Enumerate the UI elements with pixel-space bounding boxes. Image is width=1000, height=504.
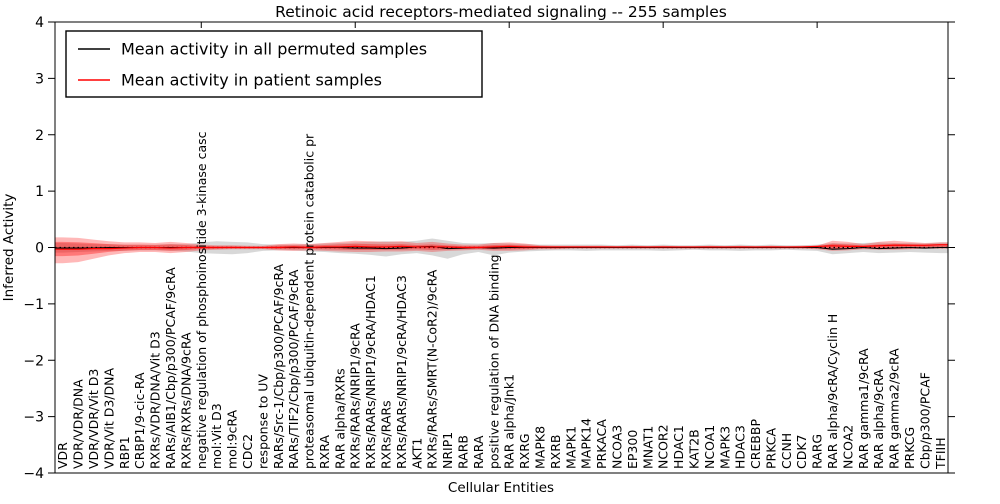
x-tick-label: RXRs/RARs/NRIP1/9cRA/HDAC3 [394,275,409,469]
x-tick-label: PRKCG [902,427,917,469]
x-tick-label: MAPK1 [563,426,578,469]
x-tick-label: NCOA1 [702,425,717,469]
x-tick-label: HDAC3 [733,425,748,469]
y-tick-label: −1 [23,297,44,313]
x-tick-label: RXRs/RARs [379,400,394,469]
x-tick-label: CDC2 [240,434,255,469]
data-lines [55,244,948,250]
y-tick-label: 4 [35,15,44,31]
legend-label-patient: Mean activity in patient samples [121,71,382,90]
x-tick-label: RARs/TIF2/Cbp/p300/PCAF/9cRA [286,269,301,469]
x-tick-label: RAR alpha/RXRs [332,368,347,469]
x-tick-label: RXRs/RXRs/DNA/9cRA [178,332,193,469]
x-tick-label: RAR gamma2/9cRA [887,348,902,469]
x-tick-label: RARs/Src-1/Cbp/p300/PCAF/9cRA [271,263,286,469]
legend: Mean activity in all permuted samples Me… [65,30,483,98]
legend-label-permuted: Mean activity in all permuted samples [121,40,427,59]
x-tick-label: RXRs/RARs/NRIP1/9cRA [348,323,363,469]
y-tick-label: 1 [35,184,44,200]
x-tick-label: positive regulation of DNA binding [486,254,501,469]
chart-title: Retinoic acid receptors-mediated signali… [275,3,727,21]
x-tick-label: Cbp/p300/PCAF [917,372,932,469]
x-tick-label: VDR/VDR/Vit D3 [86,369,101,469]
y-tick-label: −4 [23,466,44,482]
x-axis-label: Cellular Entities [448,480,554,496]
x-tick-label: RARs/AIB1/Cbp/p300/PCAF/9cRA [163,267,178,469]
x-tick-label: RXRs/RARs/NRIP1/9cRA/HDAC1 [363,275,378,469]
patient-mean-line [55,244,948,250]
x-tick-label: EP300 [625,430,640,469]
x-tick-label: MAPK14 [579,418,594,469]
y-tick-label: 0 [35,241,44,257]
patient-band-inner [55,241,948,257]
x-tick-label: HDAC1 [671,425,686,469]
x-tick-label: RAR alpha/Jnk1 [502,374,517,469]
y-tick-label: 3 [35,71,44,87]
x-tick-label: RXRA [317,435,332,469]
x-tick-label: KAT2B [687,429,702,469]
x-tick-label: RXRs/RARs/SMRT(N-CoR2)/9cRA [425,269,440,469]
x-tick-label: TFIIH [933,437,948,470]
x-tick-label: NCOR2 [656,424,671,469]
x-tick-label: RXRG [517,433,532,469]
x-tick-label: CRBP1/9-cic-RA [132,372,147,469]
x-tick-label: mol:Vit D3 [209,403,224,469]
x-tick-label: RARB [456,435,471,469]
x-tick-label: RBP1 [117,436,132,469]
x-tick-label: NRIP1 [440,432,455,469]
y-ticks: −4 −3 −2 −1 0 1 2 3 4 [23,15,955,482]
x-tick-label: VDR/Vit D3/DNA [101,368,116,469]
y-tick-label: 2 [35,128,44,144]
x-tick-label: RXRB [548,434,563,469]
x-tick-label: PRKCA [763,428,778,469]
x-tick-label: MNAT1 [640,426,655,469]
x-tick-label: MAPK8 [533,426,548,469]
x-tick-label: VDR/VDR/DNA [71,379,86,469]
x-tick-label: CCNH [779,433,794,469]
x-tick-label: RAR alpha/9cRA/Cyclin H [825,314,840,469]
y-tick-label: −2 [23,353,44,369]
x-tick-label: mol:9cRA [225,409,240,469]
confidence-bands [55,237,948,264]
x-tick-label: RXRs/VDR/DNA/Vit D3 [148,331,163,469]
x-tick-label: RAR gamma1/9cRA [856,348,871,469]
x-tick-label: NCOA3 [610,425,625,469]
x-tick-label: response to UV [255,374,270,469]
x-tick-label: MAPK3 [717,426,732,469]
y-tick-label: −3 [23,410,44,426]
x-tick-label: CDK7 [794,434,809,469]
x-tick-label: AKT1 [409,438,424,469]
x-tick-labels: VDR VDR/VDR/DNA VDR/VDR/Vit D3 VDR/Vit D3/D… [55,131,948,470]
x-tick-label: CREBBP [748,419,763,469]
x-tick-label: RARA [471,435,486,469]
x-tick-label: NCOA2 [840,425,855,469]
x-tick-label: RAR alpha/9cRA [871,369,886,469]
patient-band-outer [55,237,948,264]
x-tick-label: negative regulation of phosphoinositide … [194,131,209,469]
x-tick-label: PRKACA [594,419,609,469]
y-axis-label: Inferred Activity [1,194,17,302]
x-tick-label: RARG [810,434,825,469]
permuted-band [55,238,948,259]
x-tick-label: VDR [55,442,70,469]
x-tick-label: proteasomal ubiquitin-dependent protein … [302,133,317,469]
legend-box [65,30,483,98]
